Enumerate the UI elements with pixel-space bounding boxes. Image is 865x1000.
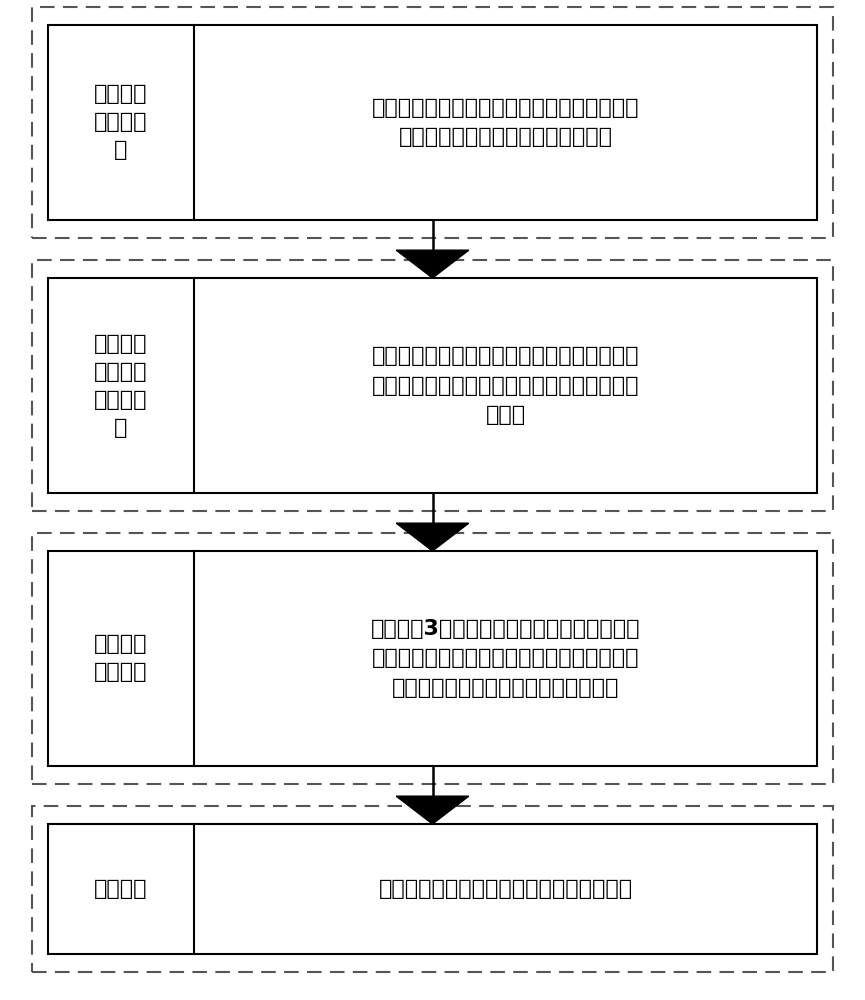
Bar [32,806,833,972]
Text: 根据交通波理论，基于构建的时空拥堵等级图
研究事故时空影响范围的形状应满足的三条基
本规则: 根据交通波理论，基于构建的时空拥堵等级图 研究事故时空影响范围的形状应满足的三条… [372,346,639,425]
Text: 该整数规划模型可用标准的分支定界法求解: 该整数规划模型可用标准的分支定界法求解 [379,879,632,899]
Polygon shape [396,523,469,551]
Bar [32,533,833,784]
Bar [48,278,817,493]
Bar [48,551,817,766]
Text: 利用浮动车提供的速度数据。以道路位置为横
轴，时间为纵轴构建时空拥堵等级图: 利用浮动车提供的速度数据。以道路位置为横 轴，时间为纵轴构建时空拥堵等级图 [372,98,639,147]
Text: 构建时空
拥堵等级
图: 构建时空 拥堵等级 图 [94,85,147,160]
Polygon shape [396,250,469,278]
Text: 研究事故
时空影响
范围的形
状: 研究事故 时空影响 范围的形 状 [94,334,147,438]
Text: 将上述的3条基本规则用线性约束表达，结合
拥堵的传播特征，建立整数规划模型估算事故
的时空影响范围，并区分多个拥堵等级: 将上述的3条基本规则用线性约束表达，结合 拥堵的传播特征，建立整数规划模型估算事… [371,619,640,698]
Polygon shape [396,796,469,824]
Bar [32,7,833,238]
Text: 模型求解: 模型求解 [94,879,147,899]
Bar [32,260,833,511]
Bar [48,824,817,954]
Text: 建立整数
规划模型: 建立整数 规划模型 [94,635,147,682]
Bar [48,25,817,220]
